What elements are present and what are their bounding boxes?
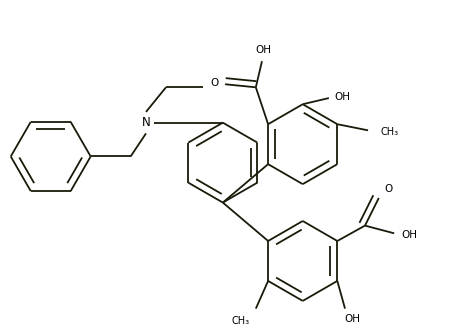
- Text: CH₃: CH₃: [380, 127, 399, 137]
- Text: OH: OH: [255, 45, 272, 56]
- Text: N: N: [142, 116, 150, 129]
- Text: CH₃: CH₃: [231, 316, 249, 326]
- Text: O: O: [210, 78, 219, 88]
- Text: O: O: [384, 184, 392, 194]
- Text: OH: OH: [335, 92, 351, 102]
- Text: OH: OH: [402, 230, 418, 240]
- Text: OH: OH: [345, 314, 361, 324]
